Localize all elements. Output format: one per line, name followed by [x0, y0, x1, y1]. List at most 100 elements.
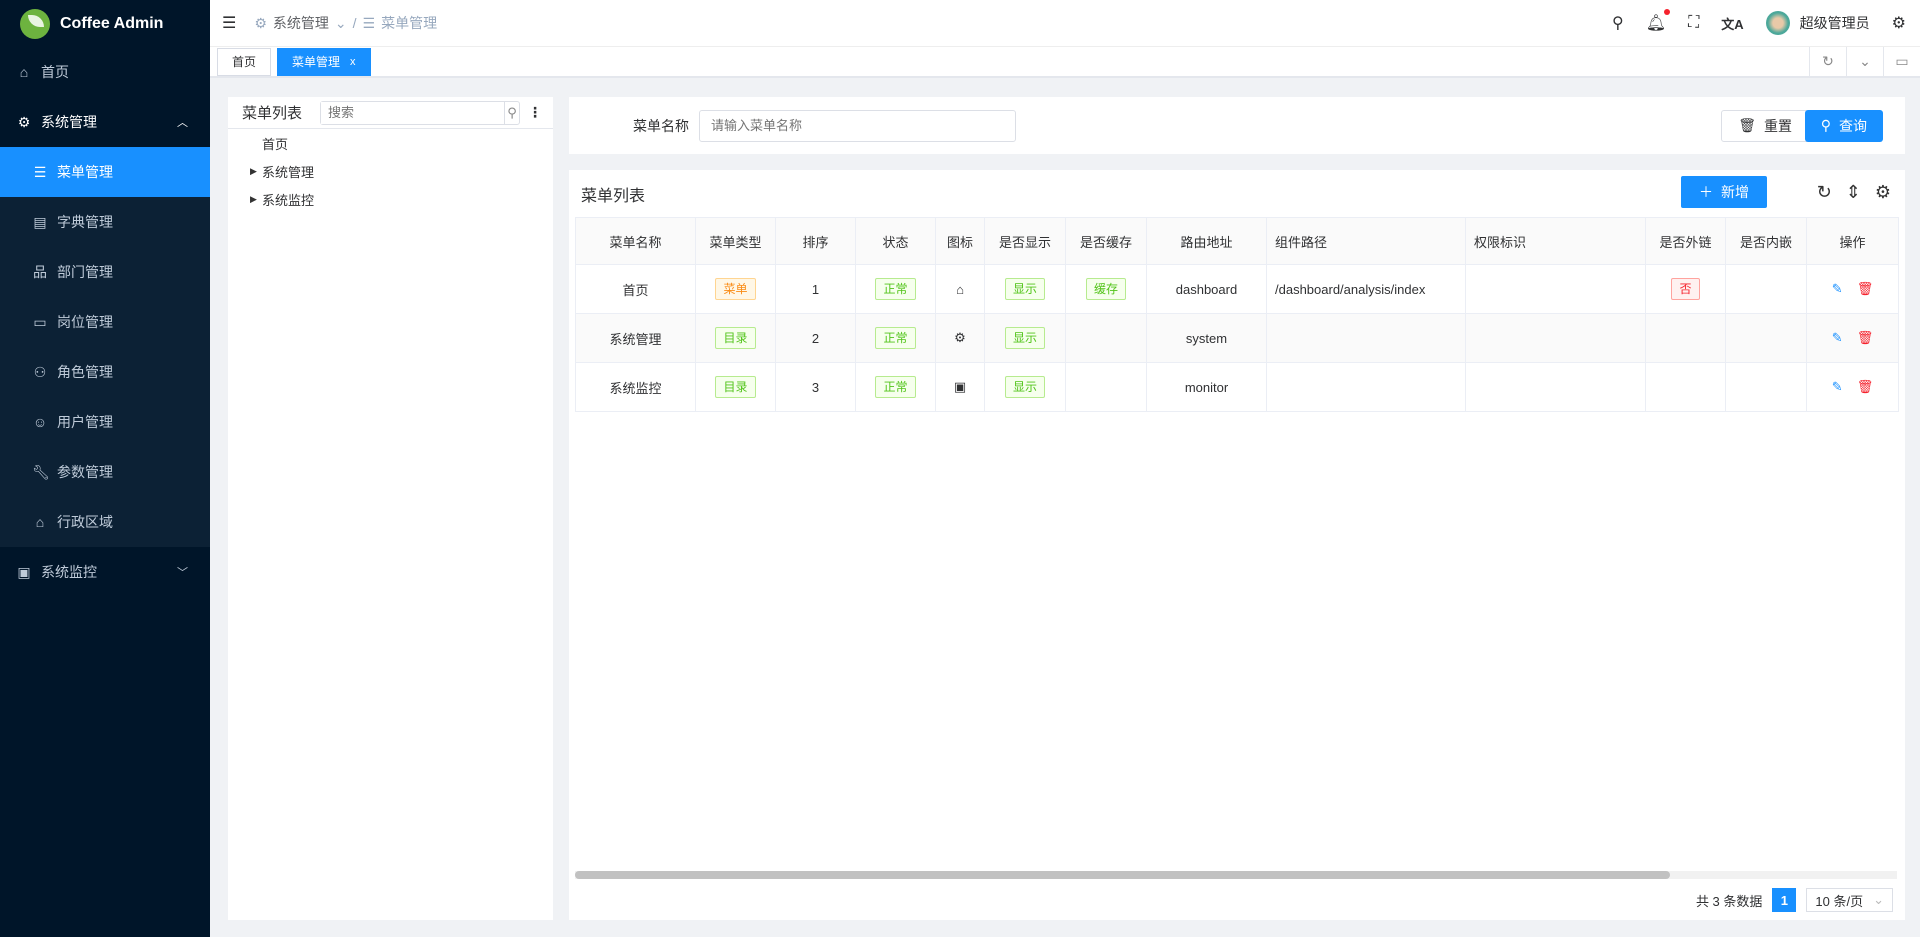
maximize-icon[interactable]: ▭	[1883, 47, 1920, 76]
edit-icon[interactable]: ✎	[1831, 330, 1843, 345]
tree-title: 菜单列表	[242, 105, 303, 122]
sidebar-item-user[interactable]: ☺ 用户管理	[0, 397, 210, 447]
chevron-down-icon[interactable]: ⌄	[1846, 47, 1883, 76]
status-tag: 正常	[875, 327, 916, 349]
gear-icon: ⚙	[17, 113, 31, 130]
tree-node[interactable]: 首页	[228, 129, 553, 157]
search-icon[interactable]: ⚲	[504, 101, 519, 124]
chevron-up-icon: ︿	[177, 117, 188, 129]
refresh-icon[interactable]: ↻	[1816, 182, 1832, 202]
refresh-icon[interactable]: ↻	[1809, 47, 1846, 76]
logo-leaf-icon	[20, 8, 50, 39]
tab-home[interactable]: 首页	[217, 47, 272, 76]
sort-order: 1	[811, 281, 820, 297]
search-icon: ⚲	[1820, 117, 1831, 133]
total-count: 共 3 条数据	[1695, 893, 1763, 909]
notification-dot	[1664, 9, 1671, 15]
column-header: 是否内嵌	[1725, 217, 1807, 265]
edit-icon[interactable]: ✎	[1831, 281, 1843, 296]
horizontal-scrollbar[interactable]	[575, 871, 1897, 879]
query-button[interactable]: ⚲ 查询	[1804, 109, 1883, 142]
chevron-down-icon: ⌄	[1873, 892, 1884, 907]
reset-button[interactable]: 🗑︎ 重置	[1721, 109, 1809, 142]
column-header: 路由地址	[1146, 217, 1267, 265]
user-icon: ☺	[32, 414, 48, 430]
route-path: dashboard	[1175, 281, 1238, 297]
sidebar-item-region[interactable]: ⌂ 行政区域	[0, 497, 210, 547]
tab-menu[interactable]: 菜单管理 x	[277, 47, 371, 76]
column-header: 是否显示	[984, 217, 1066, 265]
bell-icon[interactable]: 🔔︎	[1646, 9, 1671, 33]
breadcrumb-item: 菜单管理	[381, 15, 438, 31]
table-row[interactable]: 系统监控 目录 3 正常 ▣ 显示 monitor ✎ 🗑︎	[575, 362, 1899, 412]
caret-right-icon[interactable]: ▶	[250, 165, 257, 176]
tabs-bar: 首页 菜单管理 x ↻ ⌄ ▭	[210, 47, 1920, 78]
column-header: 图标	[935, 217, 985, 265]
add-button[interactable]: ＋ 新增	[1681, 176, 1767, 208]
table-row[interactable]: 首页 菜单 1 正常 ⌂ 显示 缓存 dashboard/dashboard/analysis…	[575, 264, 1899, 314]
sidebar-item-label: 部门管理	[57, 264, 113, 280]
cache-tag: 缓存	[1085, 278, 1126, 300]
sidebar-item-label: 参数管理	[57, 464, 113, 480]
column-header: 组件路径	[1266, 217, 1466, 265]
caret-right-icon[interactable]: ▶	[250, 193, 257, 204]
more-vertical-icon[interactable]: ⋮	[528, 104, 543, 120]
delete-icon[interactable]: 🗑︎	[1856, 379, 1874, 394]
sidebar-item-system[interactable]: ⚙ 系统管理 ︿	[0, 97, 210, 147]
tab-label: 菜单管理	[292, 55, 341, 69]
breadcrumb-separator: /	[352, 15, 357, 31]
component-path: /dashboard/analysis/index	[1275, 281, 1426, 297]
table-title: 菜单列表	[581, 187, 646, 205]
gear-icon: ⚙	[954, 330, 966, 345]
menu-name-input[interactable]	[699, 109, 1016, 142]
list-icon: ☰	[33, 163, 47, 180]
row-height-icon[interactable]: ⇕	[1845, 182, 1861, 202]
sidebar-item-dict[interactable]: ▤ 字典管理	[0, 197, 210, 247]
sidebar-item-dept[interactable]: 品部门管理	[0, 247, 210, 297]
sidebar-item-monitor[interactable]: ▣ 系统监控 ﹀	[0, 547, 210, 597]
sidebar-item-menu[interactable]: ☰ 菜单管理	[0, 147, 210, 197]
search-icon[interactable]: ⚲	[1612, 15, 1624, 32]
user-menu[interactable]: 超级管理员	[1765, 11, 1870, 35]
sidebar-item-post[interactable]: ▭ 岗位管理	[0, 297, 210, 347]
add-label: 新增	[1721, 184, 1749, 200]
close-icon[interactable]: x	[350, 55, 356, 68]
tree-node[interactable]: ▶ 系统监控	[228, 185, 553, 213]
status-tag: 正常	[875, 278, 916, 300]
column-settings-icon[interactable]: ⚙	[1874, 182, 1891, 202]
chevron-down-icon: ⌄	[334, 14, 347, 31]
chevron-down-icon: ﹀	[177, 567, 188, 579]
page-size-select[interactable]: 10 条/页 ⌄	[1806, 888, 1893, 912]
sidebar-item-home[interactable]: ⌂ 首页	[0, 47, 210, 97]
menu-tree-panel: 菜单列表 ⚲ ⋮ 首页 ▶ 系统管理 ▶ 系统监控	[228, 97, 553, 920]
collapse-menu-icon[interactable]: ☰	[222, 15, 237, 32]
sidebar-item-label: 岗位管理	[57, 314, 113, 330]
sidebar-item-role[interactable]: ⚇ 角色管理	[0, 347, 210, 397]
edit-icon[interactable]: ✎	[1831, 379, 1843, 394]
breadcrumb-item[interactable]: 系统管理	[272, 15, 329, 31]
menu-table-panel: 菜单列表 ＋ 新增 ↻ ⇕ ⚙ 菜单名称 菜单类型 排序 状态 图标 是否显示 是否缓存 路由地址组…	[569, 170, 1905, 920]
visible-tag: 显示	[1004, 278, 1045, 300]
logo[interactable]: Coffee Admin	[0, 0, 210, 47]
visible-tag: 显示	[1004, 376, 1045, 398]
fullscreen-icon[interactable]: ⛶	[1688, 14, 1700, 31]
tree-search[interactable]: ⚲	[320, 100, 521, 125]
avatar	[1765, 11, 1790, 35]
translate-icon[interactable]: 文A	[1721, 16, 1744, 32]
menu-type-tag: 菜单	[715, 278, 756, 300]
scrollbar-thumb[interactable]	[575, 871, 1670, 879]
status-tag: 正常	[875, 376, 916, 398]
gear-icon: ⚙	[254, 14, 267, 31]
tree-search-input[interactable]	[321, 101, 505, 124]
delete-icon[interactable]: 🗑︎	[1856, 330, 1874, 345]
sort-order: 2	[811, 330, 820, 346]
submenu-system: ☰ 菜单管理 ▤ 字典管理 品部门管理 ▭ 岗位管理 ⚇ 角色管理 ☺ 用户管理 🔧︎ 参数…	[0, 147, 210, 547]
sidebar-item-param[interactable]: 🔧︎ 参数管理	[0, 447, 210, 497]
id-card-icon: ▭	[33, 313, 47, 330]
table-row[interactable]: 系统管理 目录 2 正常 ⚙ 显示 system ✎ 🗑︎	[575, 313, 1899, 363]
tab-label: 首页	[232, 55, 257, 69]
tree-node[interactable]: ▶ 系统管理	[228, 157, 553, 185]
delete-icon[interactable]: 🗑︎	[1856, 281, 1874, 296]
settings-gear-icon[interactable]: ⚙	[1891, 15, 1906, 32]
page-1-button[interactable]: 1	[1772, 888, 1797, 912]
